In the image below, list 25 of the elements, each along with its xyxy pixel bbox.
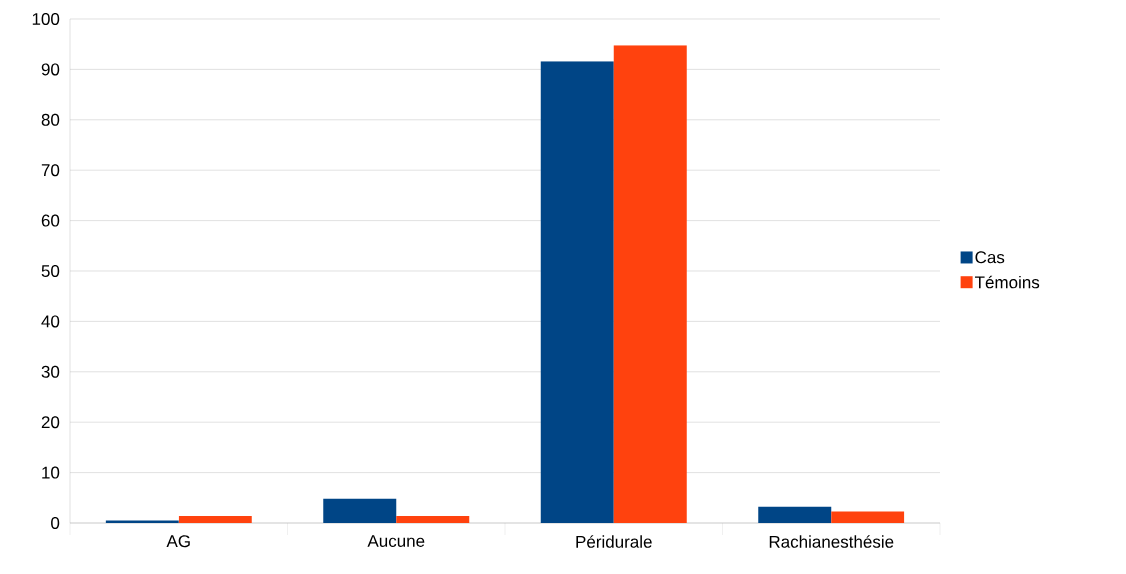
bar (758, 506, 832, 523)
legend-label: Témoins (974, 275, 1040, 289)
y-tick-label: 40 (41, 315, 60, 328)
bar (323, 498, 397, 523)
y-tick-label: 10 (42, 466, 60, 479)
x-tick-label: Rachianesthésie (769, 535, 894, 548)
y-tick-label: 50 (41, 264, 60, 278)
y-tick-label: 20 (41, 416, 60, 429)
y-tick-label: 90 (41, 63, 60, 76)
legend-label: Cas (975, 251, 1005, 264)
y-tick-label: 30 (41, 365, 60, 378)
bar (831, 511, 905, 523)
y-tick-label: 60 (41, 214, 60, 227)
bar (396, 515, 470, 523)
bar (178, 515, 252, 523)
bar (540, 61, 614, 523)
y-tick-label: 80 (41, 113, 60, 126)
x-tick-label: Aucune (367, 535, 425, 547)
x-tick-label: AG (166, 535, 190, 548)
y-tick-label: 0 (51, 516, 60, 530)
y-tick-label: 70 (41, 164, 60, 177)
x-tick-label: Péridurale (576, 535, 652, 548)
y-tick-label: 100 (32, 12, 60, 26)
bar (105, 520, 179, 523)
bar (613, 45, 687, 523)
